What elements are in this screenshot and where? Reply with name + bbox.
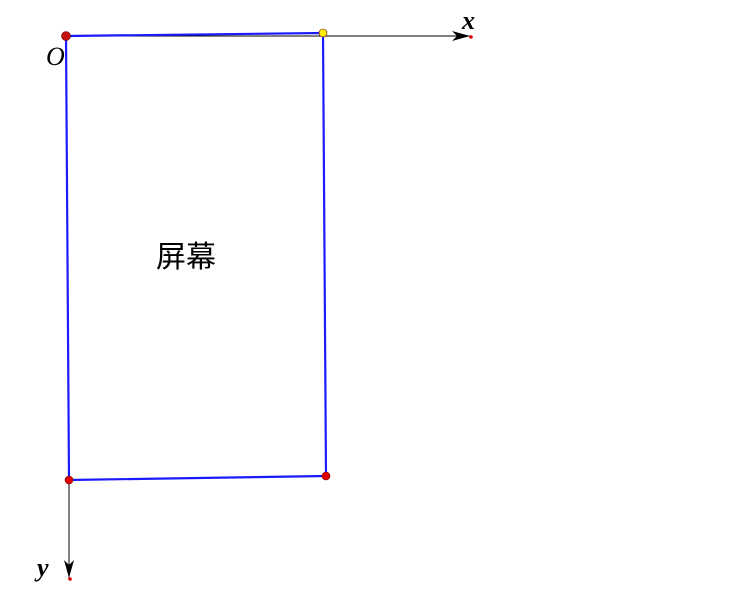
x-axis-end-point bbox=[469, 35, 473, 39]
bottom-right-point bbox=[321, 471, 331, 481]
origin-label: O bbox=[46, 42, 65, 71]
top-right-point bbox=[318, 28, 328, 38]
y-axis-end-point bbox=[68, 577, 72, 581]
x-axis-arrowhead bbox=[452, 31, 470, 41]
y-axis-arrowhead bbox=[64, 560, 74, 578]
bottom-left-point bbox=[64, 475, 74, 485]
y-axis-label: y bbox=[34, 553, 49, 582]
screen-label: 屏幕 bbox=[156, 240, 216, 275]
origin-point bbox=[61, 31, 71, 41]
x-axis-label: x bbox=[461, 6, 475, 35]
